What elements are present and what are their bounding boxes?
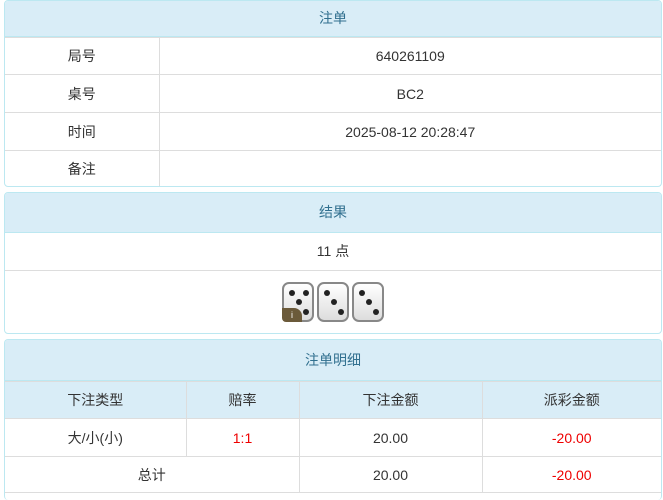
die-pip	[289, 290, 295, 296]
result-panel: 结果 11 点 i	[4, 192, 662, 334]
value-table: BC2	[158, 74, 661, 113]
detail-panel: 注单明细 下注类型 赔率 下注金额 派彩金额 大/小(小) 1:1 20.00 …	[4, 339, 662, 500]
payout-amount: -20.00	[481, 418, 661, 457]
total-label: 总计	[5, 456, 300, 493]
label-table: 桌号	[5, 74, 160, 113]
info-badge-icon[interactable]: i	[282, 308, 302, 322]
value-round: 640261109	[158, 37, 661, 75]
total-bet: 20.00	[298, 456, 483, 493]
die-pip	[303, 290, 309, 296]
order-panel: 注单 局号 640261109 桌号 BC2 时间 2025-08-12 20:28:…	[4, 0, 662, 187]
result-points: 11 点	[5, 233, 661, 271]
detail-table: 下注类型 赔率 下注金额 派彩金额 大/小(小) 1:1 20.00 -20.0…	[5, 381, 661, 493]
bet-amount: 20.00	[298, 418, 483, 457]
detail-header-row: 下注类型 赔率 下注金额 派彩金额	[5, 381, 661, 419]
die-pip	[331, 299, 337, 305]
col-bet-type: 下注类型	[5, 381, 187, 419]
die-pip	[324, 290, 330, 296]
odds: 1:1	[185, 418, 300, 457]
total-payout: -20.00	[481, 456, 661, 493]
bet-type: 大/小(小)	[5, 418, 187, 457]
row-table: 桌号 BC2	[5, 74, 661, 113]
die-pip	[303, 309, 309, 315]
table-row: 大/小(小) 1:1 20.00 -20.00	[5, 418, 661, 457]
die-3	[317, 282, 349, 322]
col-payout: 派彩金额	[481, 381, 661, 419]
die-pip	[366, 299, 372, 305]
row-round: 局号 640261109	[5, 37, 661, 75]
detail-title: 注单明细	[5, 340, 661, 381]
die-pip	[296, 299, 302, 305]
label-time: 时间	[5, 112, 160, 151]
value-time: 2025-08-12 20:28:47	[158, 112, 661, 151]
die-pip	[373, 309, 379, 315]
result-title: 结果	[5, 193, 661, 233]
order-table: 局号 640261109 桌号 BC2 时间 2025-08-12 20:28:47 …	[5, 37, 661, 186]
dice-group: i	[282, 282, 384, 322]
die-pip	[359, 290, 365, 296]
value-note	[158, 150, 661, 186]
label-note: 备注	[5, 150, 160, 186]
total-row: 总计 20.00 -20.00	[5, 456, 661, 493]
col-odds: 赔率	[185, 381, 300, 419]
label-round: 局号	[5, 37, 160, 75]
die-5: i	[282, 282, 314, 322]
row-note: 备注	[5, 150, 661, 186]
die-pip	[338, 309, 344, 315]
col-bet-amount: 下注金额	[298, 381, 483, 419]
row-time: 时间 2025-08-12 20:28:47	[5, 112, 661, 151]
order-title: 注单	[5, 1, 661, 37]
die-3	[352, 282, 384, 322]
